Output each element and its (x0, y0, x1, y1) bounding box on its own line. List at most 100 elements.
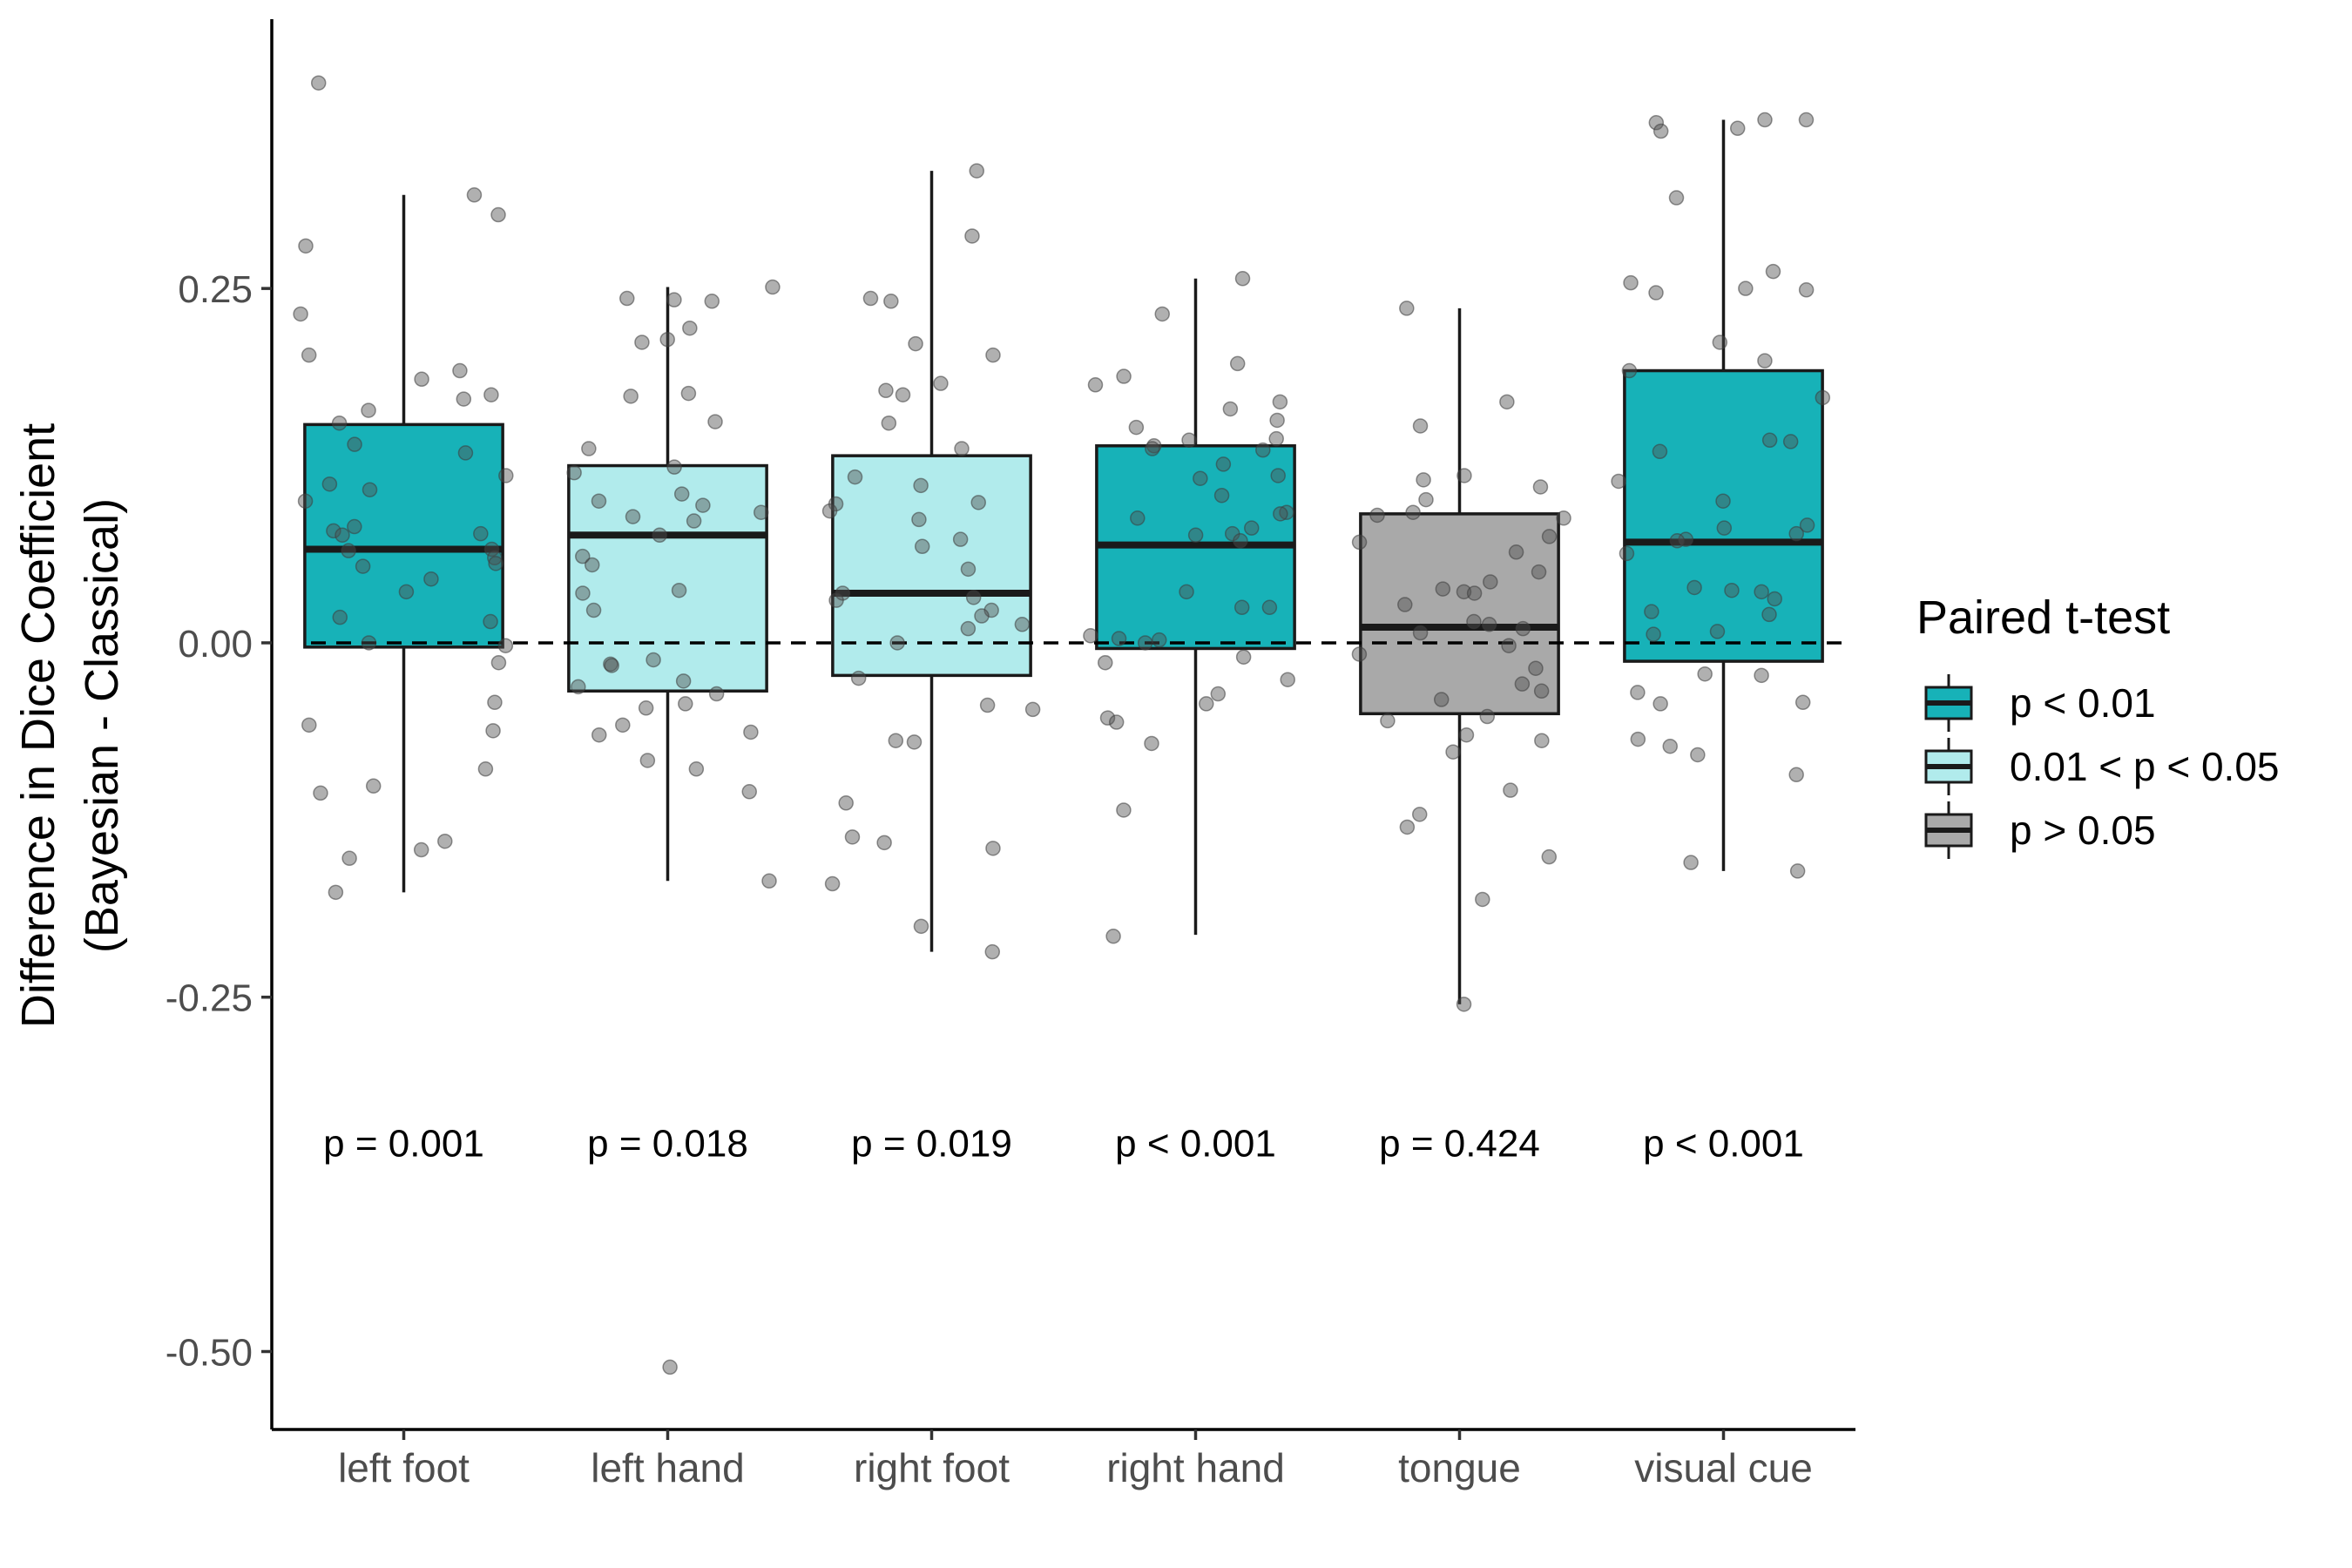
data-point (680, 385, 697, 402)
data-point (1799, 517, 1815, 533)
data-point (1105, 929, 1121, 944)
data-point (297, 493, 314, 509)
data-point (1456, 468, 1472, 483)
data-point (847, 469, 863, 485)
data-point (1767, 591, 1782, 607)
data-point (1456, 997, 1472, 1012)
data-point (1466, 585, 1483, 601)
data-point (347, 436, 362, 452)
data-point (1229, 355, 1246, 372)
data-point (1644, 604, 1659, 619)
y-tick-label: -0.25 (166, 977, 253, 1020)
p-value-label: p = 0.019 (851, 1122, 1012, 1165)
data-point (707, 414, 723, 429)
x-tick-label: right hand (1106, 1445, 1285, 1490)
data-point (1738, 280, 1754, 296)
data-point (1686, 579, 1702, 596)
x-tick-label: tongue (1398, 1445, 1521, 1490)
data-point (398, 584, 415, 600)
data-point (1729, 120, 1746, 137)
data-point (970, 495, 986, 510)
data-point (321, 476, 338, 492)
data-point (313, 785, 328, 801)
data-point (1508, 544, 1524, 560)
data-point (844, 829, 861, 845)
data-point (1481, 617, 1497, 632)
data-point (298, 238, 314, 254)
data-point (753, 504, 769, 520)
box-visual-cue (1623, 119, 1824, 871)
data-point (301, 717, 317, 733)
data-point (960, 561, 977, 578)
data-point (355, 558, 371, 574)
data-point (1611, 473, 1626, 490)
data-point (639, 753, 656, 768)
data-point (913, 918, 929, 935)
data-point (1255, 442, 1271, 458)
points-left-foot (293, 75, 514, 901)
data-point (662, 1359, 678, 1375)
data-point (1280, 672, 1295, 687)
data-point (466, 187, 483, 203)
data-point (1646, 626, 1661, 642)
box-left-foot (303, 194, 504, 893)
data-point (1712, 335, 1728, 350)
data-point (423, 571, 439, 587)
data-point (1351, 534, 1368, 551)
legend-label: p < 0.01 (2010, 680, 2156, 726)
data-point (477, 761, 494, 777)
legend-item: p > 0.05 (1924, 801, 2156, 859)
data-point (1222, 401, 1239, 417)
data-point (1130, 510, 1146, 526)
data-point (1128, 419, 1145, 436)
data-point (666, 292, 682, 308)
data-point (1399, 301, 1415, 316)
data-point (969, 163, 985, 179)
data-point (1652, 123, 1669, 139)
data-point (876, 835, 892, 851)
data-point (1151, 632, 1167, 648)
data-point (473, 525, 489, 542)
data-point (1754, 667, 1769, 684)
data-point (1244, 520, 1260, 536)
data-point (761, 873, 777, 889)
data-point (1445, 744, 1461, 760)
data-point (1541, 529, 1558, 544)
x-tick-label: left foot (338, 1445, 470, 1490)
legend-label: p > 0.05 (2010, 808, 2156, 853)
data-point (1024, 701, 1041, 718)
data-point (1411, 807, 1428, 822)
data-point (889, 635, 905, 651)
data-point (1199, 696, 1214, 712)
data-point (933, 375, 949, 391)
data-point (604, 658, 619, 673)
data-point (1531, 564, 1547, 580)
data-point (1724, 582, 1740, 598)
data-point (1187, 527, 1204, 544)
data-point (1528, 660, 1544, 676)
data-point (979, 697, 996, 713)
data-point (678, 696, 693, 712)
data-point (881, 415, 897, 431)
data-point (619, 290, 635, 307)
data-point (821, 503, 838, 519)
data-point (985, 841, 1001, 856)
data-point (638, 700, 654, 716)
data-point (1458, 727, 1475, 743)
data-point (862, 290, 879, 307)
data-point (954, 441, 970, 456)
data-point (1630, 685, 1646, 700)
data-point (457, 445, 474, 461)
data-point (1272, 394, 1288, 410)
data-point (1268, 430, 1284, 447)
data-point (483, 541, 500, 558)
data-point (1669, 533, 1686, 549)
legend-title: Paired t-test (1916, 591, 2170, 644)
data-point (1416, 472, 1431, 488)
data-point (1380, 713, 1396, 729)
data-point (1662, 738, 1678, 754)
data-point (1098, 654, 1113, 671)
data-point (1270, 468, 1286, 483)
data-point (838, 795, 854, 811)
